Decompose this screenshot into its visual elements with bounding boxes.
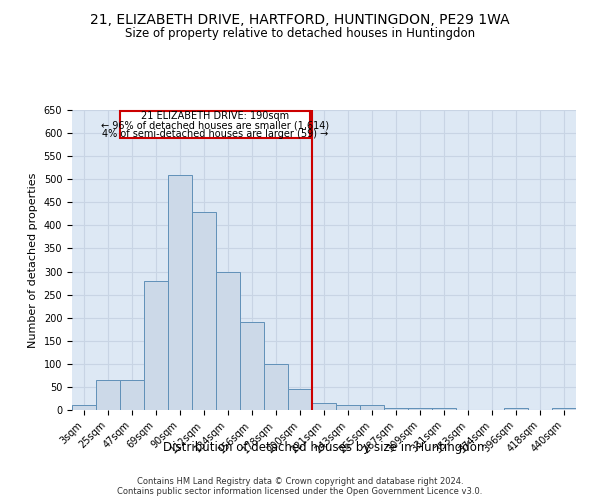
Bar: [408, 408, 432, 410]
Bar: [432, 408, 456, 410]
Bar: [168, 174, 192, 410]
Bar: [312, 403, 336, 410]
Bar: [216, 272, 240, 410]
Bar: [384, 408, 408, 410]
Text: Contains HM Land Registry data © Crown copyright and database right 2024.: Contains HM Land Registry data © Crown c…: [137, 476, 463, 486]
Bar: [288, 389, 312, 410]
Bar: [360, 406, 384, 410]
Text: 21, ELIZABETH DRIVE, HARTFORD, HUNTINGDON, PE29 1WA: 21, ELIZABETH DRIVE, HARTFORD, HUNTINGDO…: [90, 12, 510, 26]
Bar: [264, 364, 288, 410]
Bar: [240, 322, 264, 410]
Bar: [120, 380, 144, 410]
Text: ← 96% of detached houses are smaller (1,614): ← 96% of detached houses are smaller (1,…: [101, 120, 329, 130]
Bar: [72, 406, 96, 410]
Text: Size of property relative to detached houses in Huntingdon: Size of property relative to detached ho…: [125, 28, 475, 40]
Bar: [504, 408, 528, 410]
Bar: [336, 406, 360, 410]
Text: Distribution of detached houses by size in Huntingdon: Distribution of detached houses by size …: [163, 441, 485, 454]
Text: Contains public sector information licensed under the Open Government Licence v3: Contains public sector information licen…: [118, 486, 482, 496]
Y-axis label: Number of detached properties: Number of detached properties: [28, 172, 38, 348]
Text: 21 ELIZABETH DRIVE: 190sqm: 21 ELIZABETH DRIVE: 190sqm: [141, 112, 289, 122]
Bar: [552, 408, 576, 410]
FancyBboxPatch shape: [120, 111, 310, 138]
Bar: [96, 380, 120, 410]
Text: 4% of semi-detached houses are larger (59) →: 4% of semi-detached houses are larger (5…: [101, 129, 328, 139]
Bar: [192, 212, 216, 410]
Bar: [144, 281, 168, 410]
